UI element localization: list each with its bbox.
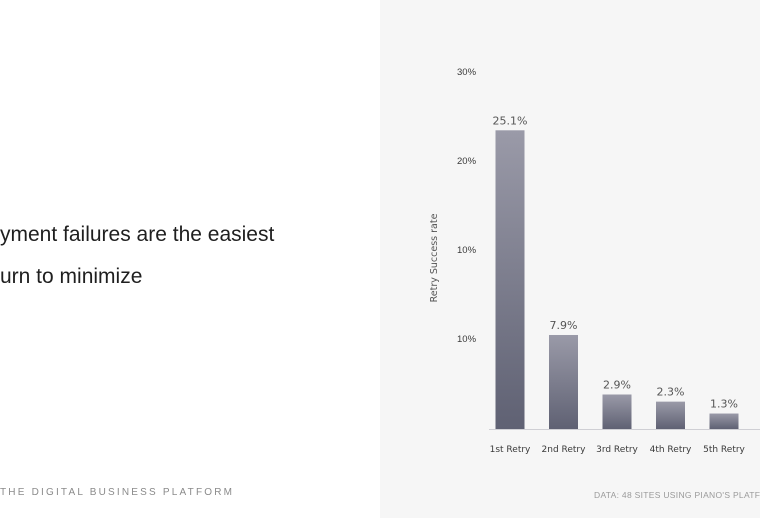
headline: yment failures are the easiest urn to mi… <box>0 214 380 298</box>
bars: 25.1% 1st Retry 7.9% 2nd Retry 2.9% 3rd Retry… <box>490 114 746 455</box>
bar <box>709 413 739 429</box>
y-tick-label: 10% <box>457 245 477 256</box>
y-axis-label: Retry Success rate <box>429 213 440 302</box>
data-label: 25.1% <box>493 114 528 127</box>
category-label: 5th Retry <box>703 445 745 455</box>
bar <box>495 130 525 429</box>
chart-panel: 30% 20% 10% 10% Retry Success rate 25.1% 1st… <box>380 0 760 518</box>
headline-line-1: yment failures are the easiest <box>0 223 275 246</box>
category-label: 2nd Retry <box>542 445 587 455</box>
y-tick-label: 20% <box>457 156 477 167</box>
y-tick-label: 30% <box>457 67 477 78</box>
left-panel: yment failures are the easiest urn to mi… <box>0 214 380 498</box>
category-label: 4th Retry <box>650 445 692 455</box>
y-axis-ticks: 30% 20% 10% 10% <box>457 67 477 345</box>
data-label: 2.9% <box>603 378 631 391</box>
retry-success-chart: 30% 20% 10% 10% Retry Success rate 25.1% 1st… <box>429 67 760 455</box>
bar <box>656 401 685 429</box>
category-label: 1st Retry <box>490 445 531 455</box>
footer-tagline: THE DIGITAL BUSINESS PLATFORM <box>0 487 235 498</box>
headline-line-2: urn to minimize <box>0 265 143 288</box>
bar <box>602 394 632 429</box>
bar <box>549 334 578 429</box>
y-tick-label: 10% <box>457 334 477 345</box>
category-label: 3rd Retry <box>596 445 638 455</box>
data-label: 2.3% <box>657 386 685 399</box>
data-label: 1.3% <box>710 398 738 411</box>
footer-data-source: DATA: 48 SITES USING PIANO'S PLATF <box>594 490 760 500</box>
data-label: 7.9% <box>550 319 578 332</box>
